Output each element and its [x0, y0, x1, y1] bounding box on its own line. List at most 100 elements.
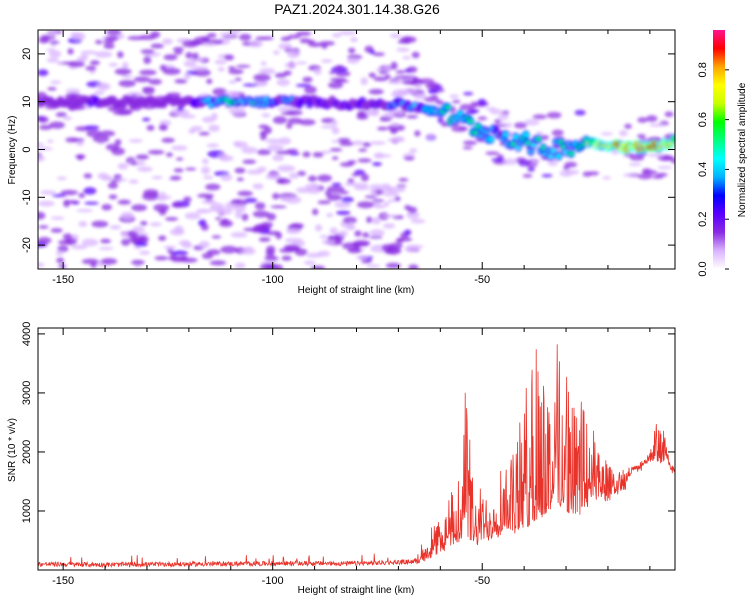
- spectrogram-cell: [284, 62, 297, 69]
- spectrogram-cell: [637, 117, 648, 123]
- spectrogram-cell: [50, 228, 63, 233]
- spectrogram-cell: [384, 64, 392, 73]
- spectrogram-cell: [133, 76, 151, 83]
- spectrogram-cell: [84, 125, 100, 130]
- spectrogram-cell: [368, 88, 384, 95]
- spectrogram-cell: [193, 68, 211, 77]
- spectrogram-cell: [241, 248, 256, 255]
- spectrogram-cell: [38, 200, 55, 207]
- spectrogram-cell: [428, 82, 440, 89]
- spectrogram-cell: [380, 185, 393, 192]
- spectrogram-cell: [84, 201, 99, 205]
- spectrogram-cell: [180, 114, 196, 119]
- spectrogram-cell: [198, 219, 207, 227]
- spectrogram-cell: [91, 220, 109, 228]
- spectrogram-cell: [121, 75, 134, 79]
- spectrogram-cell: [205, 183, 221, 191]
- spectrogram-cell: [392, 136, 405, 142]
- spectrogram-cell: [201, 43, 216, 47]
- spectrogram-cell: [276, 178, 291, 185]
- spectrogram-cell: [236, 177, 244, 182]
- spectrogram-cell: [166, 152, 173, 158]
- spectrogram-cell: [462, 146, 473, 150]
- spectrogram-cell: [220, 218, 229, 225]
- spectrogram-cell: [68, 61, 85, 68]
- spectrogram-cell: [206, 78, 213, 85]
- spectrogram-y-tick-label: 10: [21, 96, 33, 108]
- spectrogram-cell: [236, 64, 251, 68]
- spectrogram-cell: [459, 126, 468, 131]
- spectrogram-cell: [113, 174, 122, 180]
- spectrogram-cell: [202, 158, 209, 165]
- spectrogram-cell: [555, 153, 562, 159]
- spectrogram-cell: [335, 79, 349, 83]
- spectrogram-cell: [48, 30, 57, 37]
- spectrogram-cell: [286, 122, 293, 129]
- spectrogram-cell: [173, 168, 184, 173]
- spectrogram-cell: [274, 72, 287, 79]
- spectrogram-cell: [38, 116, 49, 124]
- spectrogram-cell: [128, 138, 143, 143]
- spectrogram-cell: [76, 208, 93, 213]
- spectrogram-cell: [234, 77, 242, 82]
- spectrogram-cell: [72, 138, 85, 142]
- colorbar-tick-label: 0.0: [697, 261, 709, 276]
- spectrogram-cell: [265, 138, 282, 144]
- colorbar-tick-label: 0.2: [697, 212, 709, 227]
- spectrogram-cell: [228, 69, 244, 75]
- spectrogram-cell: [140, 221, 148, 226]
- spectrogram-cell: [211, 235, 222, 239]
- spectrogram-cell: [165, 216, 179, 221]
- spectrogram-cell: [114, 68, 132, 75]
- spectrogram-cell: [348, 47, 356, 54]
- spectrogram-frame: [37, 29, 676, 270]
- spectrogram-cell: [60, 189, 79, 196]
- spectrogram-cell: [531, 158, 538, 164]
- spectrogram-cell: [637, 173, 653, 180]
- spectrogram-cell: [485, 107, 496, 111]
- spectrogram-cell: [319, 40, 336, 46]
- spectrogram-cell: [140, 49, 155, 54]
- spectrogram-cell: [244, 197, 258, 203]
- spectrogram-cell: [397, 185, 406, 192]
- spectrogram-cell: [46, 57, 59, 63]
- spectrogram-cell: [134, 241, 148, 247]
- spectrogram-cell: [163, 54, 178, 61]
- spectrogram-cell: [171, 250, 189, 256]
- spectrogram-cell: [326, 185, 345, 193]
- spectrogram-cell: [147, 149, 165, 155]
- spectrogram-cell: [414, 84, 423, 89]
- spectrogram-cell: [387, 199, 396, 203]
- spectrogram-cell: [252, 183, 264, 190]
- spectrogram-cell: [81, 258, 99, 265]
- spectrogram-cell: [628, 162, 642, 167]
- snr-ticks: -150 -100 -50 1000 2000 3000 4000: [21, 322, 675, 587]
- spectrogram-cell: [373, 188, 384, 195]
- spectrogram-cell: [106, 30, 122, 36]
- spectrogram-cell: [55, 112, 67, 118]
- snr-frame: [37, 327, 676, 571]
- spectrogram-cell: [139, 250, 151, 255]
- spectrogram-cell: [192, 52, 199, 60]
- colorbar-ticks: 0.0 0.2 0.4 0.6 0.8: [697, 62, 729, 277]
- spectrogram-cell: [356, 110, 367, 118]
- spectrogram-cell: [117, 199, 131, 205]
- spectrogram-cell: [351, 173, 360, 177]
- spectrogram-cell: [624, 123, 632, 130]
- spectrogram-cell: [89, 60, 100, 66]
- spectrogram-cell: [267, 144, 284, 152]
- spectrogram-cell: [602, 176, 612, 180]
- spectrogram-cell: [260, 132, 267, 141]
- spectrogram-cell: [257, 166, 267, 172]
- spectrogram-cell: [364, 195, 378, 199]
- spectrogram-cell: [502, 158, 518, 165]
- spectrogram-cell: [671, 136, 675, 142]
- spectrogram-cell: [485, 151, 500, 156]
- snr-x-tick-label: -100: [262, 575, 284, 587]
- spectrogram-cell: [38, 142, 45, 147]
- spectrogram-cell: [334, 201, 351, 209]
- spectrogram-cell: [270, 205, 287, 209]
- spectrogram-cell: [362, 232, 370, 238]
- spectrogram-cell: [215, 217, 222, 221]
